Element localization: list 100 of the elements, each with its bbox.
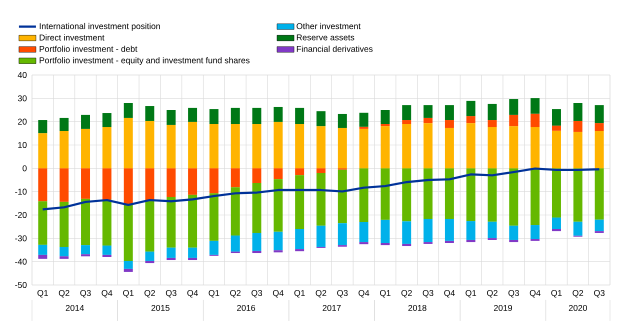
- bar: [124, 118, 133, 168]
- bar: [124, 168, 133, 204]
- bar: [509, 226, 518, 240]
- bar: [594, 220, 604, 232]
- bar: [274, 232, 283, 250]
- bar: [316, 173, 326, 226]
- bar: [60, 246, 69, 256]
- bar: [402, 105, 412, 120]
- y-tick-label: -50: [15, 282, 27, 288]
- y-tick-label: -40: [15, 258, 27, 265]
- bar: [230, 236, 240, 252]
- x-tick-label: Q3: [252, 290, 262, 298]
- bar: [359, 222, 368, 242]
- bar: [166, 110, 176, 125]
- bar: [60, 131, 69, 168]
- legend-label: Other investment: [296, 22, 361, 30]
- bar: [166, 248, 176, 258]
- x-tick-label: Q2: [401, 290, 412, 298]
- bar: [466, 240, 476, 242]
- y-tick-label: 20: [18, 118, 27, 125]
- bar: [402, 168, 412, 222]
- bar: [424, 118, 433, 124]
- x-tick-label: Q4: [187, 290, 198, 298]
- bar: [424, 218, 433, 242]
- bar: [188, 194, 198, 248]
- y-tick-label: -10: [15, 188, 27, 195]
- bar: [60, 168, 69, 202]
- bar: [295, 108, 304, 124]
- x-tick-label: Q1: [208, 290, 220, 298]
- bar: [102, 200, 112, 246]
- bar: [552, 218, 561, 229]
- x-tick-label: Q4: [272, 290, 284, 298]
- bar: [316, 111, 326, 126]
- x-tick-label: Q2: [144, 290, 155, 298]
- text: 2016: [237, 304, 256, 311]
- bar: [402, 221, 412, 244]
- bar: [188, 248, 198, 258]
- bar: [509, 114, 518, 126]
- bar: [102, 168, 112, 200]
- bar: [295, 229, 304, 250]
- bar: [188, 168, 198, 195]
- bar: [81, 168, 90, 199]
- bar: [102, 246, 112, 255]
- bar: [444, 128, 454, 168]
- y-tick-label: 40: [18, 72, 27, 78]
- bar: [509, 168, 518, 226]
- bar: [188, 258, 198, 260]
- bar: [466, 221, 476, 240]
- legend-label: Portfolio investment - equity and investment fund shares: [40, 57, 250, 65]
- bar: [466, 123, 476, 168]
- bar: [188, 108, 198, 122]
- bar: [166, 168, 176, 198]
- bar: [424, 168, 433, 219]
- bar: [145, 252, 154, 261]
- bar: [209, 124, 218, 168]
- bar: [552, 168, 561, 218]
- bar: [295, 124, 304, 168]
- bar: [488, 127, 497, 168]
- bar: [402, 124, 412, 168]
- bar: [573, 132, 582, 168]
- bar: [209, 240, 218, 255]
- text: 2018: [408, 304, 426, 311]
- bar: [60, 202, 69, 247]
- bar: [102, 127, 112, 168]
- bar: [402, 244, 412, 246]
- legend-label: Direct investment: [40, 34, 104, 41]
- bar: [81, 128, 90, 168]
- y-tick-label: 30: [18, 95, 27, 102]
- x-tick-label: Q1: [380, 290, 390, 298]
- bar: [359, 112, 368, 127]
- bar: [424, 105, 433, 118]
- legend-label: Financial derivatives: [296, 46, 373, 52]
- bar: [274, 106, 283, 122]
- bar: [573, 168, 582, 222]
- x-tick-label: Q3: [337, 290, 348, 298]
- bar: [316, 226, 326, 247]
- bar: [594, 105, 604, 124]
- x-tick-label: Q1: [37, 290, 48, 298]
- legend-label: Portfolio investment - debt: [40, 46, 138, 52]
- bar: [444, 218, 454, 241]
- bar: [444, 120, 454, 128]
- bar: [488, 104, 497, 120]
- bar: [359, 128, 368, 168]
- bar: [252, 124, 262, 168]
- bar: [274, 168, 283, 180]
- bar: [594, 123, 604, 131]
- bar: [552, 130, 561, 168]
- bar: [424, 123, 433, 168]
- x-tick-label: Q1: [551, 290, 562, 298]
- x-tick-label: Q2: [487, 290, 498, 298]
- bar: [166, 258, 176, 260]
- x-tick-label: Q3: [80, 290, 91, 298]
- bar: [102, 113, 112, 128]
- bar: [444, 105, 454, 120]
- x-tick-label: Q3: [422, 290, 434, 298]
- bar: [252, 183, 262, 233]
- bar: [316, 126, 326, 168]
- bar: [402, 120, 412, 124]
- bar: [252, 232, 262, 251]
- bar: [188, 122, 198, 168]
